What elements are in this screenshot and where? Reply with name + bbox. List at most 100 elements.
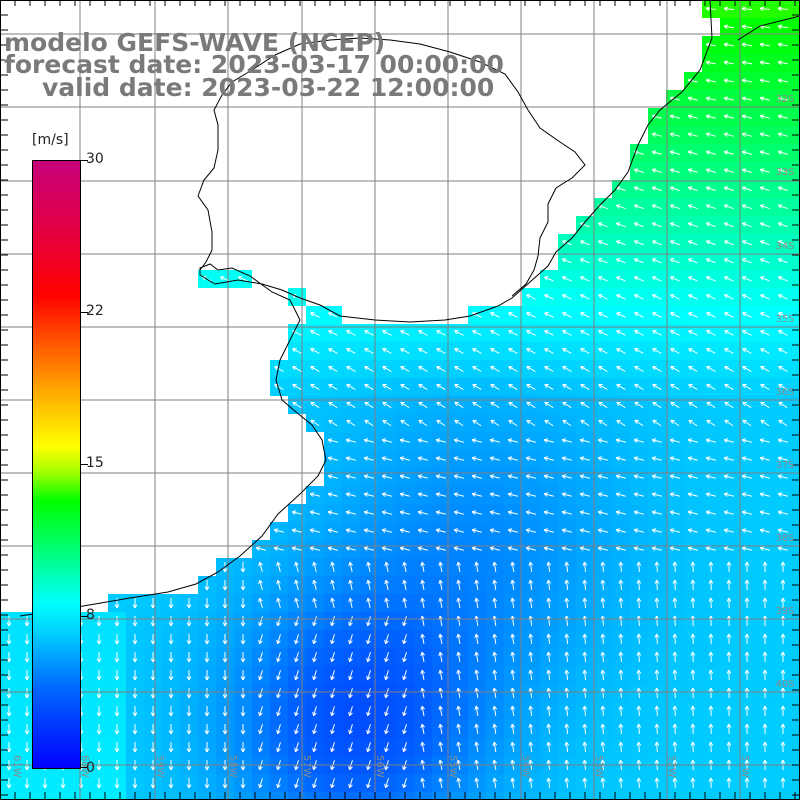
- wind-speed-cell: [90, 792, 108, 800]
- wind-arrow: [417, 492, 428, 497]
- wind-arrow: [741, 42, 753, 48]
- wind-arrow: [240, 616, 246, 627]
- wind-arrow: [616, 258, 626, 264]
- wind-arrow: [759, 204, 770, 210]
- wind-arrow: [435, 474, 446, 479]
- wind-arrow: [705, 60, 717, 65]
- wind-speed-cell: [198, 792, 216, 800]
- wind-arrow: [489, 474, 500, 479]
- wind-arrow: [615, 510, 626, 515]
- wind-arrow: [777, 546, 788, 551]
- wind-arrow: [670, 276, 680, 282]
- wind-arrow: [742, 312, 752, 318]
- wind-arrow: [633, 240, 644, 246]
- wind-arrow: [687, 240, 698, 246]
- wind-arrow: [726, 579, 732, 591]
- wind-arrow: [651, 186, 662, 192]
- wind-arrow: [688, 401, 698, 409]
- wind-speed-cell: [432, 792, 450, 800]
- wind-arrow: [309, 492, 320, 497]
- wind-arrow: [616, 419, 626, 427]
- wind-arrow: [346, 330, 356, 336]
- wind-arrow: [669, 150, 680, 155]
- wind-arrow: [759, 474, 770, 479]
- wind-arrow: [777, 492, 788, 497]
- wind-arrow: [436, 365, 446, 372]
- wind-speed-cell: [792, 738, 800, 756]
- wind-arrow: [274, 365, 284, 372]
- wind-arrow: [294, 597, 299, 608]
- wind-arrow: [528, 597, 534, 609]
- wind-arrow: [651, 114, 662, 119]
- wind-speed-cell: [540, 792, 558, 800]
- wind-arrow: [741, 204, 752, 210]
- wind-arrow: [471, 510, 482, 515]
- wind-arrow: [472, 401, 482, 409]
- wind-arrow: [580, 330, 590, 336]
- wind-arrow: [759, 510, 770, 515]
- wind-arrow: [615, 492, 626, 497]
- wind-arrow: [543, 510, 554, 515]
- wind-arrow: [723, 546, 734, 551]
- wind-arrow: [348, 616, 353, 627]
- wind-arrow: [402, 616, 407, 627]
- wind-arrow: [417, 528, 428, 533]
- wind-arrow: [616, 330, 626, 336]
- colorbar-tick-22: 22: [86, 303, 104, 319]
- wind-speed-cell: [792, 540, 800, 558]
- wind-arrow: [328, 330, 338, 336]
- wind-arrow: [222, 598, 228, 609]
- wind-arrow: [474, 561, 480, 573]
- wind-arrow: [759, 60, 771, 65]
- wind-arrow: [760, 419, 770, 427]
- wind-arrow: [636, 597, 642, 609]
- wind-arrow: [598, 294, 608, 300]
- wind-arrow: [292, 383, 302, 391]
- wind-arrow: [312, 616, 317, 627]
- wind-speed-cell: [684, 792, 702, 800]
- wind-arrow: [544, 365, 554, 372]
- wind-arrow: [598, 401, 608, 409]
- wind-arrow: [636, 561, 642, 573]
- wind-arrow: [651, 240, 662, 246]
- wind-arrow: [528, 561, 534, 573]
- wind-arrow: [436, 348, 446, 354]
- wind-arrow: [561, 474, 572, 479]
- wind-arrow: [471, 456, 482, 461]
- wind-arrow: [345, 438, 356, 443]
- wind-arrow: [312, 561, 317, 572]
- wind-arrow: [526, 348, 536, 354]
- wind-arrow: [616, 365, 626, 372]
- wind-arrow: [598, 312, 608, 318]
- wind-arrow: [742, 276, 752, 282]
- wind-arrow: [724, 330, 734, 336]
- wind-arrow: [580, 276, 590, 282]
- wind-arrow: [706, 294, 716, 300]
- wind-arrow: [670, 312, 680, 318]
- wind-arrow: [777, 240, 788, 246]
- wind-arrow: [240, 580, 246, 591]
- wind-speed-cell: [792, 342, 800, 360]
- wind-arrow: [381, 510, 392, 515]
- wind-arrow: [255, 546, 266, 551]
- wind-speed-cell: [792, 324, 800, 342]
- wind-arrow: [777, 24, 789, 30]
- wind-arrow: [759, 78, 770, 83]
- longitude-label: 51W: [739, 755, 750, 778]
- wind-speed-cell: [792, 630, 800, 648]
- wind-arrow: [330, 579, 335, 590]
- wind-arrow: [759, 546, 770, 551]
- wind-arrow: [436, 383, 446, 391]
- wind-arrow: [508, 348, 518, 354]
- wind-arrow: [400, 401, 410, 409]
- wind-arrow: [706, 419, 716, 427]
- wind-arrow: [276, 579, 281, 590]
- wind-arrow: [651, 438, 662, 443]
- wind-arrow: [669, 222, 680, 228]
- wind-arrow: [384, 616, 389, 627]
- wind-speed-cell: [792, 0, 800, 18]
- wind-speed-cell: [792, 72, 800, 90]
- wind-arrow: [580, 401, 590, 409]
- wind-arrow: [544, 276, 554, 282]
- wind-arrow: [669, 168, 680, 173]
